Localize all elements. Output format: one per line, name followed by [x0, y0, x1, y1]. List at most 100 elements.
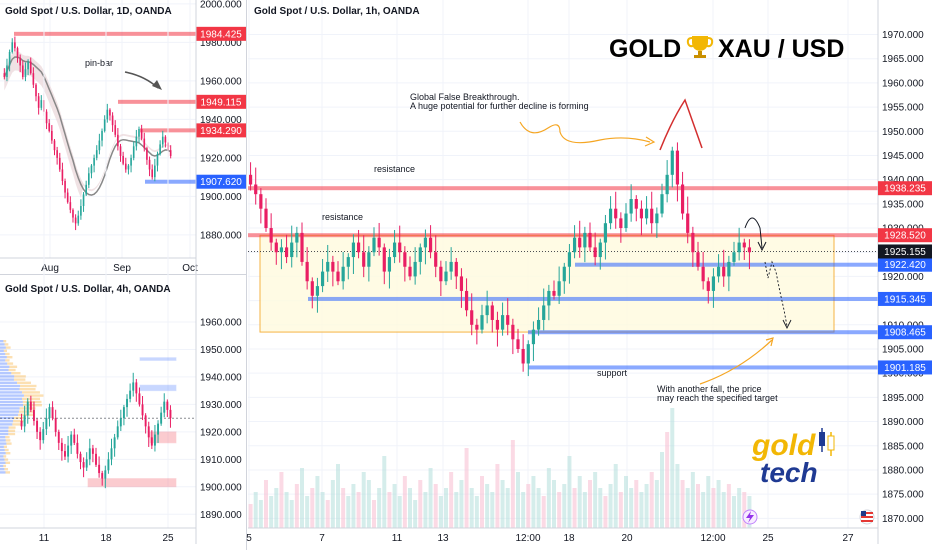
x-tick-label: 13	[437, 533, 449, 544]
resistance-level[interactable]	[248, 233, 878, 238]
daily-time-axis[interactable]: Aug Sep Oct	[0, 257, 198, 274]
volume-bar	[500, 480, 505, 528]
profile-bar	[3, 445, 8, 448]
us-flag-icon[interactable]	[859, 509, 875, 525]
support-level[interactable]	[528, 365, 878, 370]
volume-bar	[536, 488, 541, 528]
x-tick-label: 27	[842, 533, 854, 544]
false-breakthrough-note-line2: A huge potential for further decline is …	[410, 101, 589, 111]
support-level[interactable]	[528, 330, 878, 335]
profile-bar	[5, 359, 10, 362]
volume-bar	[392, 484, 397, 528]
candle-body	[51, 130, 53, 141]
y-tick-label: 1960.000	[200, 317, 242, 328]
candle-body	[449, 261, 453, 272]
horizontal-divider[interactable]	[0, 274, 246, 275]
volume-bar	[387, 492, 392, 528]
candle-body	[138, 393, 141, 405]
candle-body	[29, 61, 32, 74]
x-tick-label: 5	[246, 533, 252, 544]
profile-bar	[0, 461, 6, 464]
candle-body	[26, 401, 29, 416]
y-tick-label: 1880.000	[882, 465, 924, 476]
support-level[interactable]	[308, 296, 878, 301]
candle-body	[444, 271, 448, 282]
h1-time-axis[interactable]: 5 7 11 13 12:00 18 20 12:00 25 27	[246, 527, 878, 544]
y-tick-label: 1875.000	[882, 490, 924, 501]
volume-bar	[372, 500, 376, 528]
h4-zone[interactable]	[139, 357, 177, 361]
candle-body	[53, 140, 56, 151]
candle-body	[284, 247, 289, 258]
lightning-icon[interactable]	[742, 509, 758, 525]
h4-zone[interactable]	[149, 431, 177, 444]
volume-bar	[274, 488, 279, 528]
candle-body	[132, 382, 135, 391]
volume-bar	[577, 476, 582, 528]
moving-average-ribbon	[4, 51, 171, 198]
candle-body	[583, 232, 587, 248]
resistance-label-upper: resistance	[374, 164, 415, 174]
volume-bar	[685, 488, 690, 528]
candle-body	[526, 344, 530, 364]
y-tick-label: 1900.000	[200, 192, 242, 203]
y-tick-label: 1880.000	[200, 230, 242, 241]
vertical-divider[interactable]	[246, 0, 247, 550]
candle-body	[88, 173, 90, 185]
candle-body	[439, 266, 443, 282]
x-tick-label: Aug	[41, 263, 59, 274]
h1-price-axis[interactable]: 1870.000 1875.000 1880.000 1885.000 1890.000…	[877, 0, 932, 544]
resistance-level[interactable]	[14, 31, 196, 36]
candle-body	[572, 237, 577, 253]
profile-bar	[0, 397, 22, 400]
h4-zone[interactable]	[87, 478, 177, 488]
candle-body	[254, 184, 258, 195]
support-level[interactable]	[145, 179, 196, 184]
volume-bar	[402, 476, 407, 528]
volume-bar	[562, 484, 567, 528]
candle-body	[603, 223, 608, 243]
candle-body	[169, 409, 172, 419]
resistance-level[interactable]	[248, 186, 878, 191]
support-level[interactable]	[575, 262, 878, 267]
candle-body	[269, 228, 273, 243]
profile-bar	[8, 368, 16, 372]
candle-body	[614, 208, 618, 219]
false-breakout-arc	[659, 98, 703, 151]
y-tick-label: 1920.000	[882, 272, 924, 283]
candle-body	[11, 42, 14, 52]
h4-zone[interactable]	[139, 384, 177, 392]
logo-gold-text: gold	[751, 429, 816, 462]
profile-bar	[0, 404, 24, 407]
candle-body	[367, 252, 371, 267]
target-note-line2: may reach the specified target	[657, 393, 778, 403]
profile-bar	[6, 356, 13, 359]
candle-body	[536, 319, 541, 330]
candle-body	[660, 194, 664, 214]
candle-body	[113, 437, 116, 449]
profile-bar	[5, 439, 11, 442]
resistance-level[interactable]	[118, 99, 196, 104]
candle-body	[418, 247, 422, 262]
h4-time-axis[interactable]: 11 18 25	[0, 527, 196, 544]
candle-body	[161, 136, 164, 145]
candle-body	[300, 232, 304, 262]
volume-bar	[624, 476, 628, 528]
candle-body	[624, 213, 628, 229]
candle-body	[675, 150, 680, 185]
candle-body	[434, 252, 438, 267]
volume-bar	[521, 492, 526, 528]
profile-bar	[0, 394, 24, 397]
candle-body	[608, 208, 613, 224]
profile-bar	[6, 442, 12, 445]
profile-bar	[3, 464, 7, 468]
candle-body	[67, 445, 70, 457]
volume-bar	[660, 452, 664, 528]
h4-price-axis[interactable]: 1890.000 1900.000 1910.000 1920.000 1930.000…	[195, 0, 242, 544]
daily-price-axis[interactable]: 1880.000 1900.000 1920.000 1940.000 1960.000…	[195, 0, 246, 274]
volume-bar	[510, 440, 515, 528]
note-arrowhead	[644, 136, 656, 147]
profile-bar	[0, 349, 4, 352]
profile-bar	[17, 381, 32, 384]
price-tag	[878, 257, 932, 272]
